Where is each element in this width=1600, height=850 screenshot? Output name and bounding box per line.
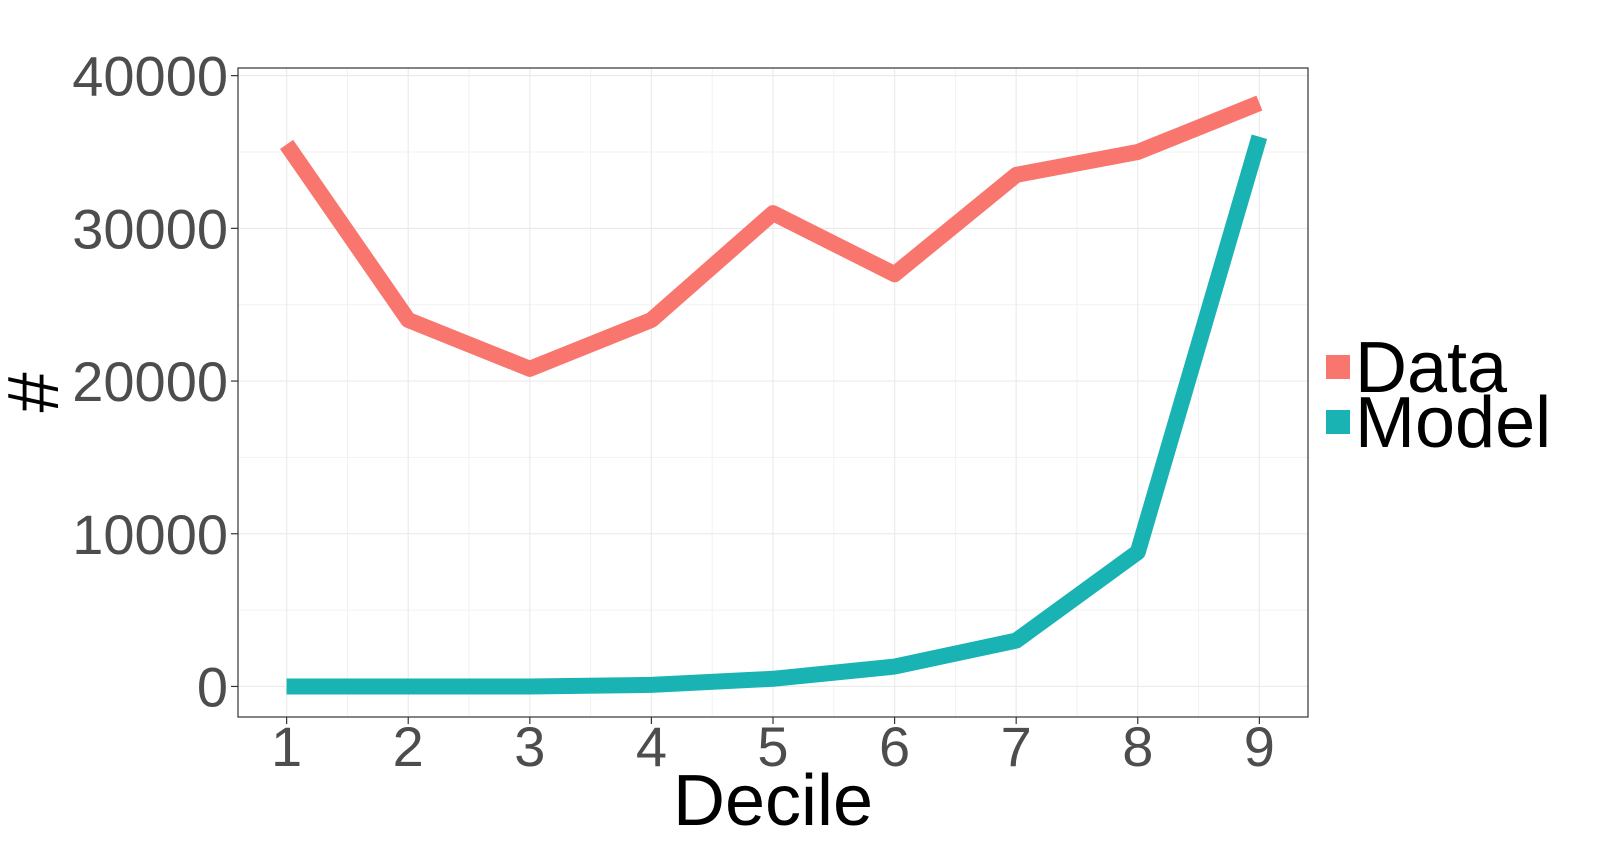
x-axis-title: Decile	[673, 761, 873, 841]
x-tick-label: 8	[1122, 715, 1153, 778]
axis-ticks	[231, 75, 1260, 724]
y-tick-label: 40000	[72, 45, 228, 108]
y-tick-label: 10000	[72, 503, 228, 566]
x-tick-label: 6	[879, 715, 910, 778]
series-line-data	[280, 95, 1263, 377]
x-tick-label: 4	[636, 715, 667, 778]
major-gridlines	[238, 68, 1308, 717]
legend-key-data	[1326, 355, 1350, 379]
y-tick-label: 0	[197, 655, 228, 718]
x-tick-label: 5	[757, 715, 788, 778]
legend-label-model: Model	[1355, 383, 1551, 463]
legend-label-data: Data	[1355, 328, 1508, 408]
y-axis-title: #	[0, 372, 74, 412]
series-line-model	[286, 134, 1268, 695]
x-tick-label: 2	[393, 715, 424, 778]
x-tick-label: 1	[271, 715, 302, 778]
minor-gridlines	[238, 68, 1308, 717]
x-axis-tick-labels: 1 2 3 4 5 6 7 8 9	[271, 715, 1275, 778]
x-tick-label: 7	[1001, 715, 1032, 778]
legend-key-model	[1326, 410, 1350, 434]
y-axis-tick-labels: 0 10000 20000 30000 40000	[72, 45, 228, 719]
y-tick-label: 30000	[72, 197, 228, 260]
x-tick-label: 9	[1244, 715, 1275, 778]
x-tick-label: 3	[514, 715, 545, 778]
series-lines	[280, 95, 1268, 695]
y-tick-label: 20000	[72, 350, 228, 413]
